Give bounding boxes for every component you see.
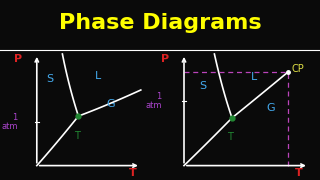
- Text: Phase Diagrams: Phase Diagrams: [59, 13, 261, 33]
- Text: G: G: [266, 103, 275, 113]
- Text: L: L: [94, 71, 101, 81]
- Text: T: T: [227, 132, 233, 142]
- Text: 1
atm: 1 atm: [1, 113, 18, 131]
- Text: T: T: [295, 168, 303, 178]
- Text: T: T: [129, 168, 137, 178]
- Text: G: G: [106, 99, 115, 109]
- Text: S: S: [200, 81, 207, 91]
- Text: P: P: [161, 54, 169, 64]
- Text: 1
atm: 1 atm: [145, 92, 162, 110]
- Text: T: T: [74, 131, 80, 141]
- Text: S: S: [46, 74, 53, 84]
- Text: CP: CP: [291, 64, 304, 74]
- Text: L: L: [251, 72, 258, 82]
- Text: P: P: [13, 54, 22, 64]
